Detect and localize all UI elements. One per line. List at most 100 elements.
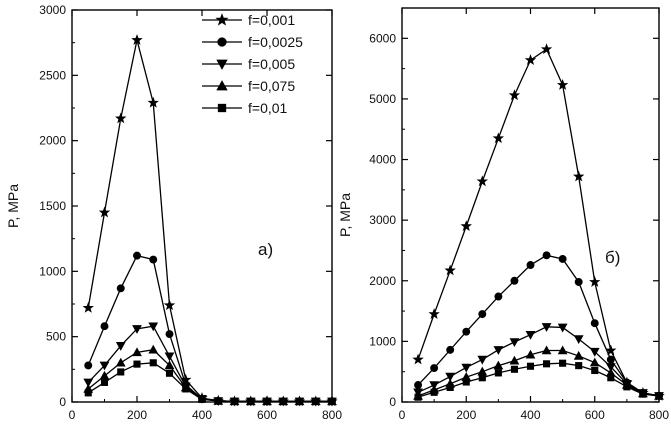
x-tick-label: 800 [649, 408, 669, 422]
data-point-triangle-up [132, 347, 142, 357]
x-tick-label: 600 [585, 408, 605, 422]
y-tick-label: 3000 [369, 213, 396, 227]
y-tick-label: 2000 [369, 274, 396, 288]
data-point-circle [478, 310, 487, 319]
data-point-square [639, 390, 647, 398]
plot-frame [401, 7, 660, 403]
data-point-circle [84, 361, 93, 370]
data-point-star [524, 54, 537, 65]
data-point-star [428, 308, 440, 319]
data-point-triangle-down [164, 352, 175, 362]
data-point-triangle-down [605, 363, 616, 372]
data-point-square [295, 397, 304, 405]
data-point-circle [590, 319, 599, 328]
y-tick-label: 1000 [39, 264, 66, 278]
data-point-star [492, 132, 505, 144]
data-point-star [572, 170, 585, 182]
data-point-square [84, 389, 92, 397]
data-point-square [526, 362, 535, 370]
y-tick-label: 1500 [39, 199, 66, 213]
data-point-triangle-down [557, 323, 568, 333]
series-line [87, 39, 332, 403]
x-tick-label: 400 [192, 408, 212, 422]
legend-label: f=0,005 [248, 56, 295, 72]
series-line [87, 349, 332, 403]
chart-panel-2: 0 200 400 600 800 0 1000 2000 3000 4000 5000 6000 P,… [337, 7, 669, 422]
data-point-triangle-down [132, 325, 142, 334]
legend-label: f=0,0025 [248, 34, 303, 50]
legend-marker-circle [217, 37, 227, 47]
data-point-star [605, 344, 617, 356]
data-point-triangle-down [509, 338, 520, 348]
data-point-star [98, 206, 111, 218]
data-point-triangle-down [525, 330, 536, 340]
data-point-square [263, 397, 271, 405]
data-point-square [414, 393, 422, 401]
legend: f=0,001 f=0,0025 f=0,005 f=0,075 f=0,01 [202, 12, 303, 116]
series-line [87, 362, 332, 403]
data-point-circle [606, 355, 615, 364]
data-point-triangle-down [83, 378, 94, 388]
legend-label: f=0,075 [248, 78, 295, 94]
data-point-square [198, 395, 206, 403]
y-tick-label: 1000 [369, 334, 396, 348]
y-tick-label: 500 [46, 330, 66, 344]
y-tick-label: 6000 [369, 31, 396, 45]
series-line [417, 349, 660, 397]
data-point-circle [462, 327, 471, 336]
data-point-square [214, 397, 222, 405]
data-point-star [556, 78, 569, 90]
data-point-star [444, 264, 456, 276]
data-point-square [133, 360, 141, 368]
data-point-square [430, 388, 438, 396]
x-tick-label: 400 [520, 408, 540, 422]
y-tick-label: 0 [59, 395, 66, 409]
y-axis-label: P, MPa [337, 193, 353, 237]
y-tick-label: 2000 [39, 134, 66, 148]
data-point-circle [494, 292, 503, 301]
data-point-triangle-down [99, 361, 110, 371]
data-point-square [575, 362, 583, 370]
x-tick-label: 200 [456, 408, 476, 422]
data-point-square [149, 359, 157, 367]
data-point-circle [116, 284, 125, 293]
legend-marker-square [217, 103, 227, 113]
data-point-triangle-down [493, 346, 504, 355]
data-point-square [607, 374, 615, 382]
data-point-triangle-up [493, 360, 504, 370]
data-point-square [328, 397, 336, 405]
legend-label: f=0,001 [248, 12, 295, 28]
y-tick-label: 3000 [39, 3, 66, 17]
data-point-square [623, 383, 631, 391]
data-point-circle [446, 345, 455, 354]
y-tick-label: 2500 [39, 68, 66, 82]
data-point-circle [133, 251, 141, 260]
data-point-square [230, 397, 239, 405]
series-line [87, 254, 332, 403]
data-point-triangle-down [461, 363, 472, 373]
data-point-triangle-up [573, 350, 584, 360]
legend-label: f=0,01 [248, 100, 288, 116]
series-star [82, 34, 338, 407]
data-point-star [147, 96, 159, 108]
y-axis-label: P, MPa [5, 184, 21, 228]
data-point-star [412, 353, 424, 365]
x-tick-label: 0 [69, 408, 76, 422]
data-point-square [591, 366, 599, 375]
legend-marker-star [215, 13, 229, 26]
data-point-star [476, 175, 489, 187]
series-line [417, 254, 660, 397]
data-point-circle [558, 254, 567, 263]
data-point-circle [165, 330, 174, 339]
x-tick-label: 600 [257, 408, 277, 422]
x-tick-label: 200 [127, 408, 147, 422]
data-point-triangle-up [115, 357, 126, 367]
data-point-triangle-up [164, 360, 175, 370]
data-point-triangle-down [115, 342, 126, 351]
data-point-triangle-up [509, 355, 520, 365]
data-point-square [494, 369, 502, 377]
data-point-star [163, 299, 176, 311]
series-line [87, 325, 332, 403]
data-point-square [247, 397, 255, 405]
